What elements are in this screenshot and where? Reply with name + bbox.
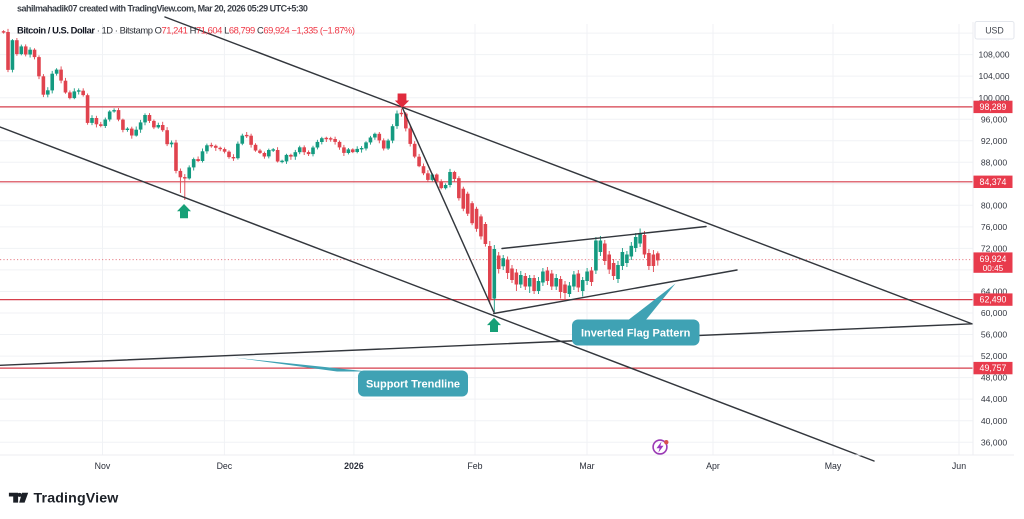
svg-text:48,000: 48,000	[981, 373, 1008, 383]
svg-text:49,757: 49,757	[980, 363, 1007, 373]
svg-text:98,289: 98,289	[980, 102, 1007, 112]
svg-text:36,000: 36,000	[981, 437, 1008, 447]
svg-text:96,000: 96,000	[981, 114, 1008, 124]
svg-text:84,374: 84,374	[980, 177, 1007, 187]
svg-text:00:45: 00:45	[983, 264, 1004, 273]
svg-text:108,000: 108,000	[978, 50, 1009, 60]
svg-text:Jun: Jun	[952, 461, 966, 471]
svg-text:64,000: 64,000	[981, 287, 1008, 297]
svg-text:2026: 2026	[344, 461, 364, 471]
svg-text:May: May	[825, 461, 842, 471]
svg-text:40,000: 40,000	[981, 416, 1008, 426]
svg-text:72,000: 72,000	[981, 244, 1008, 254]
svg-text:Inverted Flag Pattern: Inverted Flag Pattern	[581, 328, 691, 340]
svg-text:Support Trendline: Support Trendline	[366, 379, 460, 391]
svg-text:76,000: 76,000	[981, 222, 1008, 232]
svg-text:44,000: 44,000	[981, 394, 1008, 404]
svg-text:USD: USD	[985, 26, 1004, 36]
svg-text:Apr: Apr	[706, 461, 720, 471]
svg-text:Mar: Mar	[579, 461, 594, 471]
svg-text:60,000: 60,000	[981, 308, 1008, 318]
svg-text:104,000: 104,000	[978, 71, 1009, 81]
svg-text:62,490: 62,490	[980, 295, 1007, 305]
svg-text:69,924: 69,924	[980, 254, 1007, 264]
svg-text:sahilmahadik07 created with Tr: sahilmahadik07 created with TradingView.…	[17, 4, 308, 14]
svg-text:Nov: Nov	[95, 461, 111, 471]
svg-text:Dec: Dec	[217, 461, 233, 471]
svg-text:Bitcoin / U.S. Dollar · 1D · B: Bitcoin / U.S. Dollar · 1D · Bitstamp O7…	[17, 25, 355, 36]
svg-text:TradingView: TradingView	[34, 491, 120, 507]
svg-text:92,000: 92,000	[981, 136, 1008, 146]
svg-text:52,000: 52,000	[981, 351, 1008, 361]
svg-text:100,000: 100,000	[978, 93, 1009, 103]
svg-text:80,000: 80,000	[981, 200, 1008, 210]
svg-text:Feb: Feb	[467, 461, 482, 471]
svg-text:56,000: 56,000	[981, 330, 1008, 340]
svg-text:88,000: 88,000	[981, 157, 1008, 167]
